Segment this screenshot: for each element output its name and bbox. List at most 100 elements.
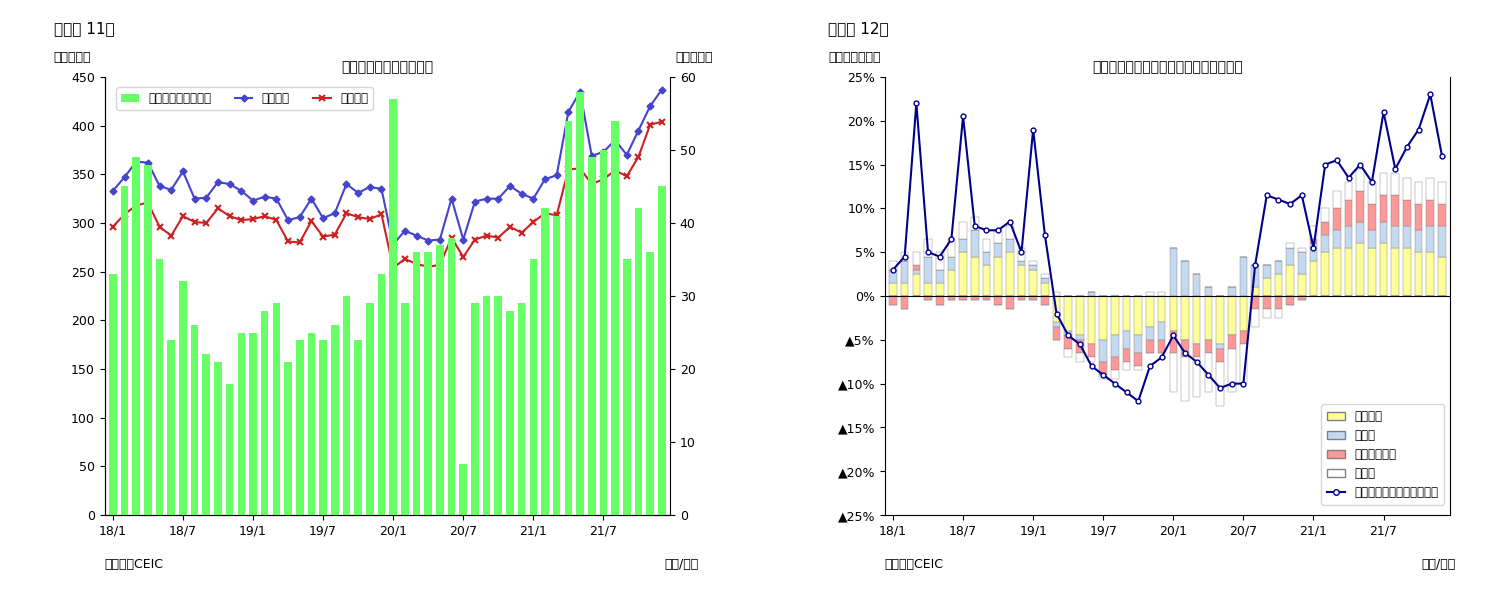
Bar [994, 296, 1002, 305]
Bar [1123, 349, 1130, 362]
Bar [890, 296, 897, 305]
Bar [1076, 336, 1084, 340]
Bar [1344, 200, 1353, 226]
Bar [1193, 344, 1200, 358]
Bar [936, 283, 943, 296]
Bar [437, 245, 444, 515]
Bar [1426, 178, 1434, 200]
Bar [354, 340, 362, 515]
Bar [284, 362, 292, 515]
Bar [1438, 256, 1446, 296]
Bar [1157, 322, 1166, 340]
Bar [1123, 331, 1130, 349]
Bar [994, 230, 1002, 243]
Bar [901, 252, 909, 261]
Bar [1310, 226, 1317, 239]
Bar [623, 259, 631, 515]
Bar [1239, 296, 1247, 331]
Bar [994, 256, 1002, 296]
Bar [1263, 296, 1271, 309]
Bar [1099, 362, 1106, 375]
Bar [1169, 296, 1177, 331]
Bar [1006, 239, 1014, 252]
Bar [982, 239, 990, 252]
Bar [366, 303, 374, 515]
Bar [308, 333, 315, 515]
Bar [970, 217, 979, 230]
Bar [901, 283, 909, 296]
Bar [1157, 292, 1166, 296]
Bar [1334, 248, 1341, 296]
Bar [1310, 239, 1317, 243]
Bar [1368, 204, 1375, 230]
Bar [1111, 296, 1118, 336]
Bar [1239, 344, 1247, 384]
Bar [912, 252, 919, 265]
Bar [1322, 234, 1329, 252]
Bar [1392, 195, 1399, 226]
Bar [1076, 296, 1084, 336]
Bar [1147, 340, 1154, 353]
Bar [1217, 349, 1224, 362]
Bar [133, 157, 141, 515]
Bar [611, 121, 619, 515]
Bar [1193, 296, 1200, 344]
Bar [890, 283, 897, 296]
Text: （資料）CEIC: （資料）CEIC [885, 558, 943, 571]
Bar [1310, 261, 1317, 296]
Bar [1275, 274, 1283, 296]
Bar [1147, 296, 1154, 327]
Bar [1193, 274, 1200, 296]
Bar [1041, 274, 1048, 278]
Bar [214, 362, 221, 515]
Bar [1064, 336, 1072, 349]
Bar [1088, 344, 1096, 358]
Text: （前年同期比）: （前年同期比） [828, 51, 881, 64]
Bar [924, 296, 931, 300]
Bar [1018, 296, 1026, 300]
Bar [226, 384, 233, 515]
Bar [389, 99, 398, 515]
Bar [1193, 358, 1200, 397]
Bar [1368, 248, 1375, 296]
Bar [1263, 309, 1271, 318]
Bar [1169, 248, 1177, 296]
Bar [1227, 336, 1235, 349]
Bar [425, 252, 432, 515]
Bar [1344, 248, 1353, 296]
Bar [1298, 248, 1305, 252]
Bar [960, 252, 967, 296]
Bar [1041, 283, 1048, 296]
Bar [1392, 248, 1399, 296]
Legend: 電子製品, 医薬品, 石油化学製品, その他, 非石油輸出（再輸出除く）: 電子製品, 医薬品, 石油化学製品, その他, 非石油輸出（再輸出除く） [1322, 404, 1444, 505]
Bar [948, 256, 955, 270]
Bar [1064, 331, 1072, 336]
Bar [1298, 252, 1305, 274]
Bar [1123, 362, 1130, 371]
Bar [413, 252, 420, 515]
Bar [1157, 296, 1166, 322]
Bar [658, 186, 665, 515]
Bar [960, 239, 967, 252]
Bar [1404, 248, 1411, 296]
Bar [155, 259, 163, 515]
Bar [401, 303, 408, 515]
Bar [948, 296, 955, 300]
Bar [1404, 226, 1411, 248]
Bar [1275, 309, 1283, 318]
Bar [1135, 366, 1142, 371]
Bar [1334, 208, 1341, 230]
Bar [1064, 349, 1072, 358]
Bar [1392, 226, 1399, 248]
Bar [1251, 265, 1259, 287]
Bar [1426, 200, 1434, 226]
Bar [982, 252, 990, 265]
Bar [1157, 340, 1166, 353]
Bar [1368, 230, 1375, 248]
Title: シンガポール　貿易収支: シンガポール 貿易収支 [341, 60, 434, 75]
Bar [576, 92, 585, 515]
Bar [1018, 265, 1026, 296]
Bar [1181, 358, 1189, 401]
Bar [901, 261, 909, 283]
Bar [1147, 327, 1154, 340]
